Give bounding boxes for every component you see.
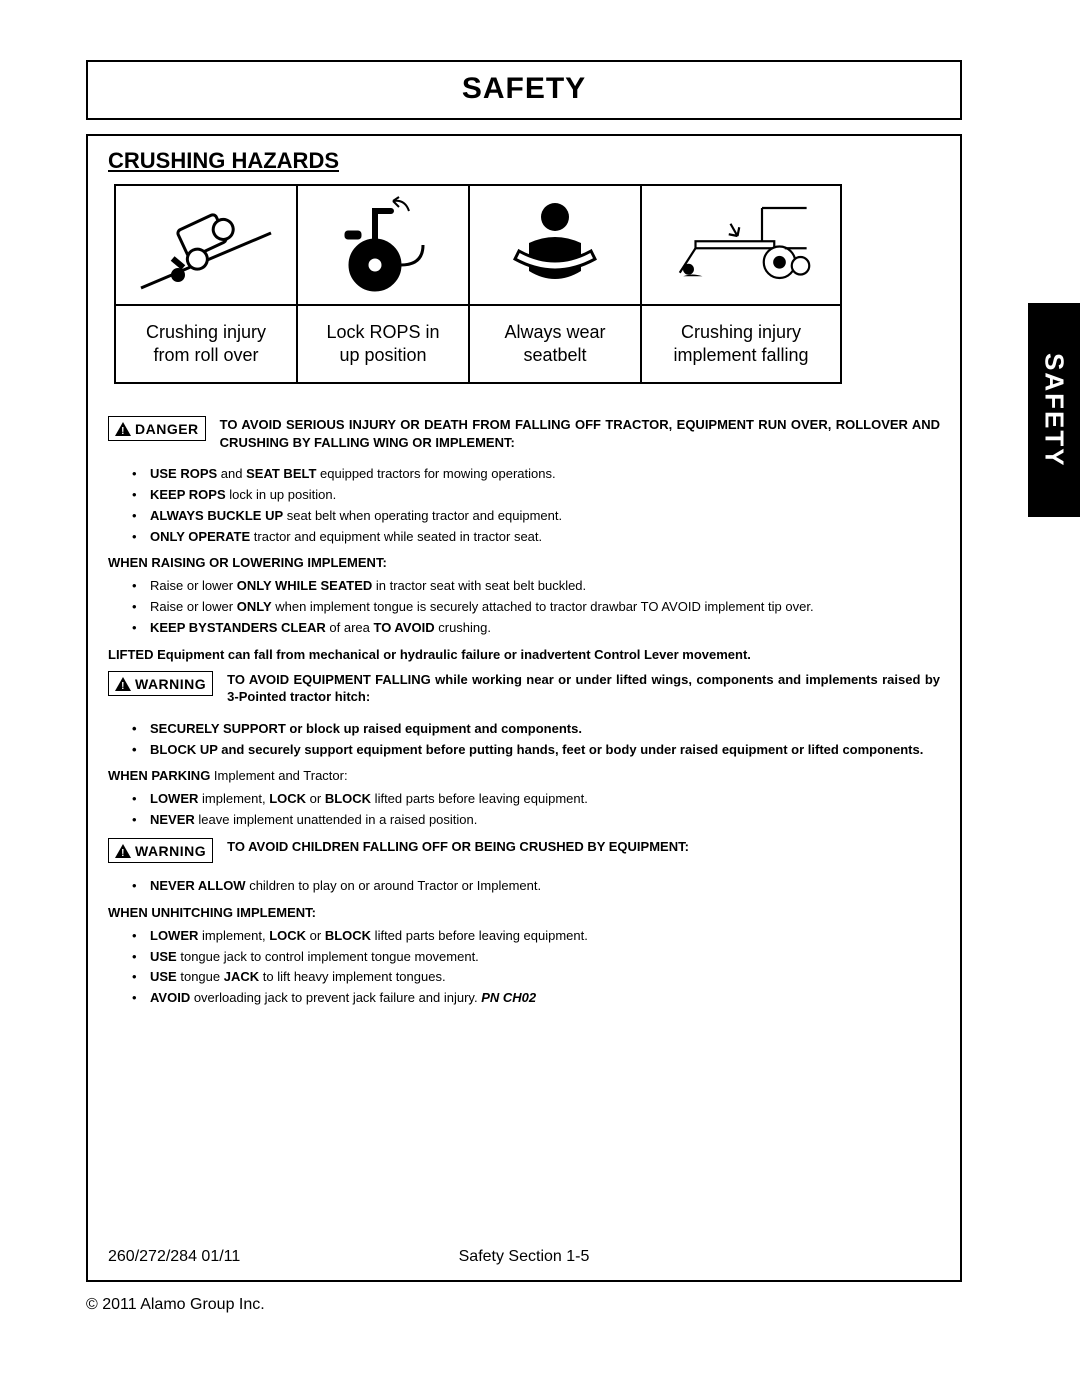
list-item: ALWAYS BUCKLE UP seat belt when operatin… (132, 507, 940, 526)
warning-triangle-icon: ! (115, 677, 131, 691)
rollover-icon (136, 193, 276, 293)
hazard-icon-rollover (115, 185, 297, 305)
list-item: NEVER ALLOW children to play on or aroun… (132, 877, 940, 896)
danger-text: TO AVOID SERIOUS INJURY OR DEATH FROM FA… (220, 416, 940, 451)
hazard-caption-1: Lock ROPS in up position (297, 305, 469, 383)
list-item: USE tongue jack to control implement ton… (132, 948, 940, 967)
subheading-raising: WHEN RAISING OR LOWERING IMPLEMENT: (108, 554, 940, 573)
warning2-body: NEVER ALLOW children to play on or aroun… (108, 877, 940, 1008)
danger-list-1: USE ROPS and SEAT BELT equipped tractors… (108, 465, 940, 546)
list-item: LOWER implement, LOCK or BLOCK lifted pa… (132, 790, 940, 809)
svg-text:!: ! (121, 426, 125, 436)
title-box: SAFETY (86, 60, 962, 120)
svg-text:!: ! (121, 681, 125, 691)
warn2-list-2: LOWER implement, LOCK or BLOCK lifted pa… (108, 927, 940, 1008)
subheading-parking: WHEN PARKING Implement and Tractor: (108, 767, 940, 786)
hazard-icon-seatbelt (469, 185, 641, 305)
side-tab-label: SAFETY (1039, 353, 1070, 468)
implement-falling-icon (671, 193, 811, 293)
footer-row: 260/272/284 01/11 Safety Section 1-5 (108, 1248, 940, 1266)
warning1-body: SECURELY SUPPORT or block up raised equi… (108, 720, 940, 830)
warning1-label: ! WARNING (108, 671, 213, 696)
section-heading: CRUSHING HAZARDS (108, 148, 940, 174)
list-item: LOWER implement, LOCK or BLOCK lifted pa… (132, 927, 940, 946)
warning-label-text: WARNING (135, 676, 206, 692)
list-item: BLOCK UP and securely support equipment … (132, 741, 940, 760)
hazard-icon-implement (641, 185, 841, 305)
seatbelt-icon (485, 193, 625, 293)
caption-text: Crushing injury implement falling (673, 322, 808, 365)
warn1-list-2: LOWER implement, LOCK or BLOCK lifted pa… (108, 790, 940, 830)
list-item: Raise or lower ONLY WHILE SEATED in trac… (132, 577, 940, 596)
danger-label-text: DANGER (135, 421, 199, 437)
warn2-list-1: NEVER ALLOW children to play on or aroun… (108, 877, 940, 896)
warning1-row: ! WARNING TO AVOID EQUIPMENT FALLING whi… (108, 671, 940, 706)
danger-row: ! DANGER TO AVOID SERIOUS INJURY OR DEAT… (108, 416, 940, 451)
warning1-text: TO AVOID EQUIPMENT FALLING while working… (227, 671, 940, 706)
warning-triangle-icon: ! (115, 844, 131, 858)
copyright: © 2011 Alamo Group Inc. (86, 1296, 265, 1314)
side-tab: SAFETY (1028, 303, 1080, 517)
hazard-caption-3: Crushing injury implement falling (641, 305, 841, 383)
danger-body: USE ROPS and SEAT BELT equipped tractors… (108, 465, 940, 665)
list-item: KEEP ROPS lock in up position. (132, 486, 940, 505)
subheading-unhitching: WHEN UNHITCHING IMPLEMENT: (108, 904, 940, 923)
warning-triangle-icon: ! (115, 422, 131, 436)
list-item: AVOID overloading jack to prevent jack f… (132, 989, 940, 1008)
hazard-caption-0: Crushing injury from roll over (115, 305, 297, 383)
svg-text:!: ! (121, 848, 125, 858)
caption-text: Crushing injury from roll over (146, 322, 266, 365)
list-item: Raise or lower ONLY when implement tongu… (132, 598, 940, 617)
warning2-label: ! WARNING (108, 838, 213, 863)
list-item: USE ROPS and SEAT BELT equipped tractors… (132, 465, 940, 484)
danger-label: ! DANGER (108, 416, 206, 441)
hazard-icon-rops (297, 185, 469, 305)
warn1-list-1: SECURELY SUPPORT or block up raised equi… (108, 720, 940, 760)
warning2-text: TO AVOID CHILDREN FALLING OFF OR BEING C… (227, 838, 940, 856)
caption-text: Lock ROPS in up position (326, 322, 439, 365)
rops-icon (313, 193, 453, 293)
page-title: SAFETY (88, 72, 960, 106)
lifted-line: LIFTED Equipment can fall from mechanica… (108, 646, 940, 665)
hazard-icon-table: Crushing injury from roll over Lock ROPS… (114, 184, 842, 384)
danger-list-2: Raise or lower ONLY WHILE SEATED in trac… (108, 577, 940, 638)
list-item: ONLY OPERATE tractor and equipment while… (132, 528, 940, 547)
list-item: KEEP BYSTANDERS CLEAR of area TO AVOID c… (132, 619, 940, 638)
list-item: NEVER leave implement unattended in a ra… (132, 811, 940, 830)
warning-label-text: WARNING (135, 843, 206, 859)
warning2-row: ! WARNING TO AVOID CHILDREN FALLING OFF … (108, 838, 940, 863)
list-item: SECURELY SUPPORT or block up raised equi… (132, 720, 940, 739)
footer-section-ref: Safety Section 1-5 (108, 1248, 940, 1266)
caption-text: Always wear seatbelt (504, 322, 605, 365)
content-box: CRUSHING HAZARDS (86, 134, 962, 1282)
page-container: SAFETY CRUSHING HAZARDS (86, 60, 962, 1280)
list-item: USE tongue JACK to lift heavy implement … (132, 968, 940, 987)
hazard-caption-2: Always wear seatbelt (469, 305, 641, 383)
